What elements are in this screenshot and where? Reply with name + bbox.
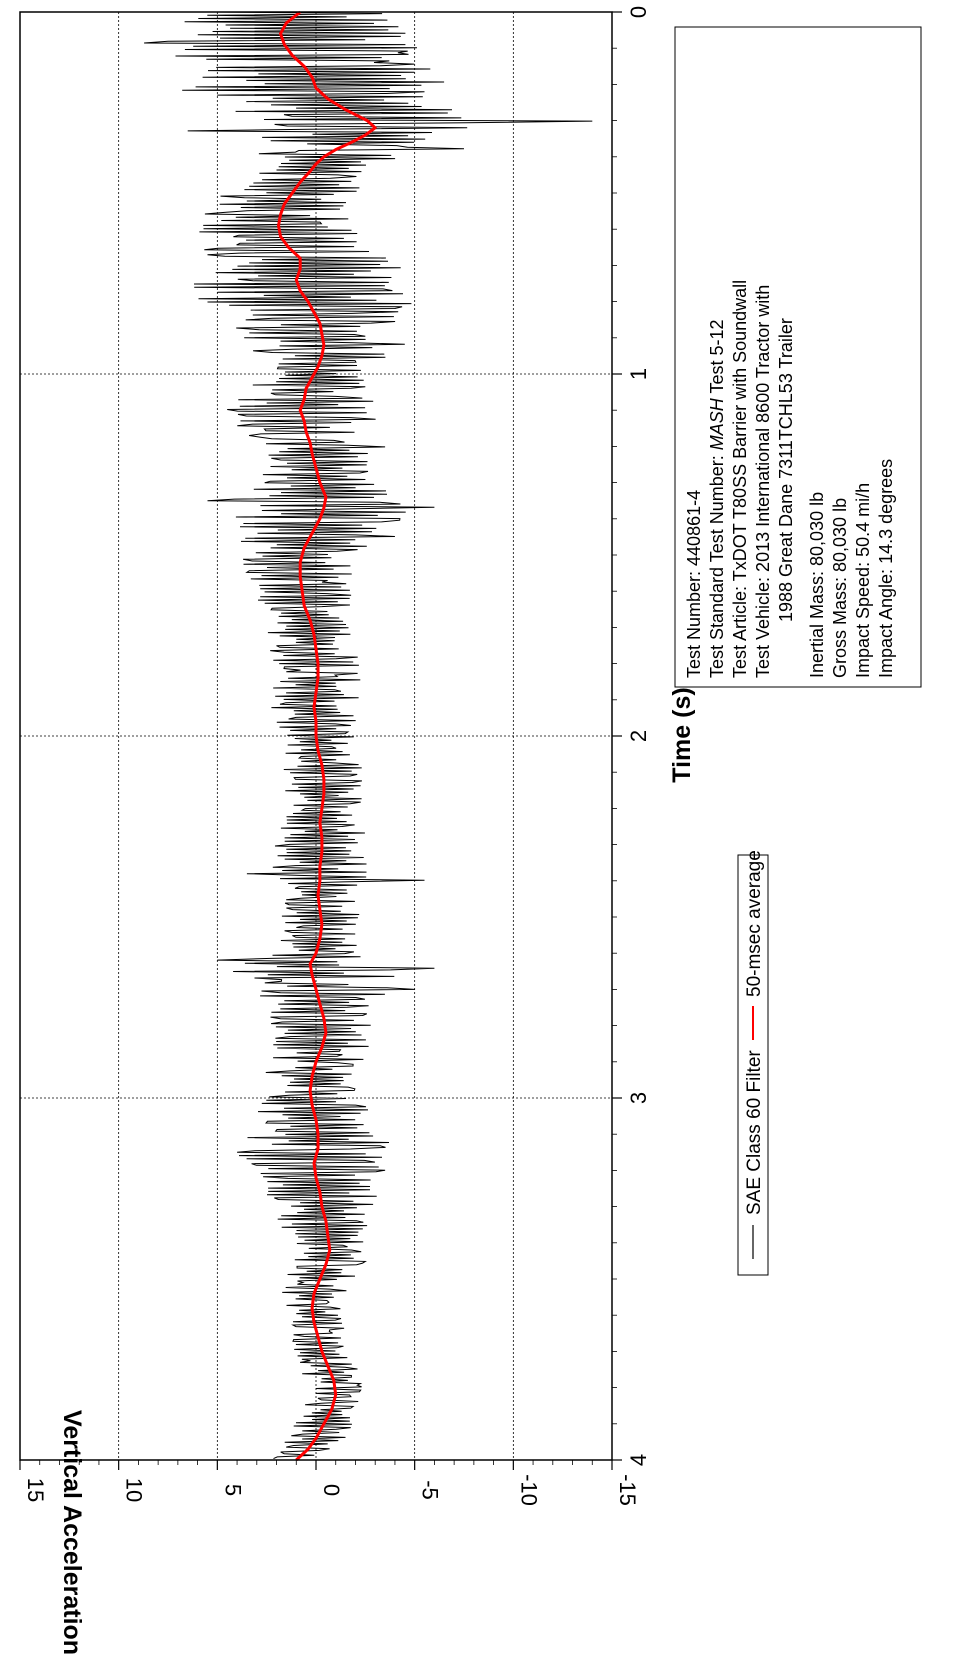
info-line: Inertial Mass: 80,030 lb (807, 492, 827, 678)
legend-box (737, 854, 769, 1276)
accel-tick-label: -10 (516, 1474, 541, 1506)
info-line: Test Standard Test Number: MASH Test 5-1… (707, 319, 727, 678)
info-line: Test Number: 440861-4 (684, 490, 704, 678)
info-line: Test Article: TxDOT T80SS Barrier with S… (730, 280, 750, 678)
info-line: Impact Angle: 14.3 degrees (876, 459, 896, 678)
time-tick-label: 4 (626, 1454, 651, 1466)
series-50-msec-average (277, 10, 377, 1462)
y-axis-title: Vertical Acceleration (g) (58, 1410, 86, 1663)
accel-tick-label: 5 (220, 1484, 245, 1496)
info-line: 1988 Great Dane 7311TCHL53 Trailer (776, 318, 796, 622)
accel-tick-label: 10 (122, 1478, 147, 1502)
legend: SAE Class 60 Filter 50-msec average (737, 850, 769, 1276)
legend-label-filter: SAE Class 60 Filter (744, 1050, 765, 1215)
test-info-box: Test Number: 440861-4 Test Standard Test … (674, 26, 922, 688)
accel-tick-label: 0 (319, 1484, 344, 1496)
time-tick-label: 2 (626, 730, 651, 742)
x-axis-title: Time (s) (668, 687, 696, 782)
info-line: Impact Speed: 50.4 mi/h (853, 483, 873, 678)
time-tick-label: 3 (626, 1092, 651, 1104)
sae-class-60-filter-line (144, 11, 593, 1460)
accel-tick-label: -5 (418, 1480, 443, 1500)
axis-ticks (19, 11, 622, 1470)
accel-tick-label: 15 (23, 1478, 48, 1502)
tick-labels: 15 10 5 0 -5 -10 -15 0 1 2 3 4 (23, 6, 651, 1506)
info-line: Gross Mass: 80,030 lb (830, 498, 850, 678)
legend-label-average: 50-msec average (744, 850, 765, 997)
info-line: Test Vehicle: 2013 International 8600 Tr… (753, 285, 773, 678)
time-tick-label: 0 (626, 6, 651, 18)
time-tick-label: 1 (626, 368, 651, 380)
accel-tick-label: -15 (615, 1474, 640, 1506)
series-sae-class-60-filter (144, 11, 593, 1460)
info-box-frame (674, 26, 922, 688)
50-msec-average-line (277, 10, 377, 1462)
